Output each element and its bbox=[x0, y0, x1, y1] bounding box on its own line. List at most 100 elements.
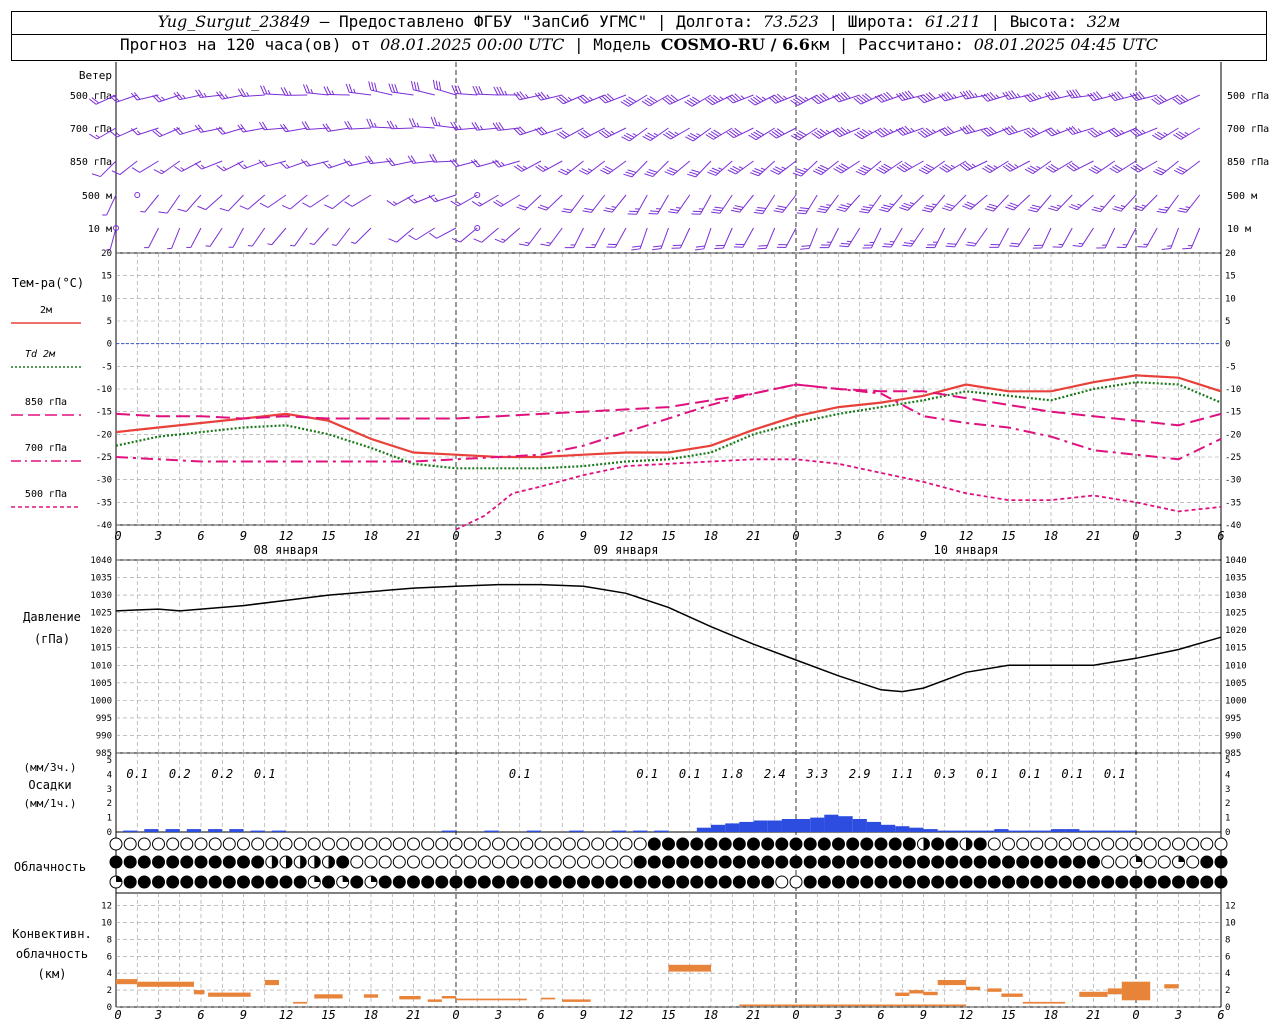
wind-barb-2-33 bbox=[792, 160, 818, 177]
temp-axis-hour-19: 9 bbox=[920, 529, 927, 543]
conv-segment-15 bbox=[739, 1004, 966, 1007]
wind-barb-0-23 bbox=[577, 94, 605, 104]
wind-barb-3-7 bbox=[239, 194, 266, 210]
cloud-symbol-0-11 bbox=[265, 837, 279, 851]
wind-barb-1-48 bbox=[1108, 127, 1137, 138]
wind-barb-2-3 bbox=[153, 160, 181, 175]
precip-bar-39 bbox=[1036, 830, 1051, 832]
wind-barb-3-45 bbox=[1048, 194, 1073, 212]
cloud-symbol-1-3 bbox=[152, 855, 165, 869]
cloud-symbol-2-54 bbox=[874, 875, 888, 889]
wind-barb-2-39 bbox=[918, 160, 946, 175]
conv-segment-28 bbox=[1164, 984, 1179, 989]
cloud-symbol-2-33 bbox=[577, 875, 590, 889]
conv-segment-25 bbox=[1107, 988, 1122, 995]
wind-barb-0-47 bbox=[1087, 91, 1115, 102]
conv-axis-hour-18: 6 bbox=[877, 1008, 884, 1022]
temp-axis-hour-24: 0 bbox=[1132, 529, 1139, 543]
wind-barb-4-22 bbox=[564, 227, 584, 249]
cloud-symbol-1-76 bbox=[1186, 855, 1200, 869]
cloud-symbol-0-37 bbox=[633, 837, 647, 851]
wind-barb-0-15 bbox=[410, 80, 435, 96]
pressure-ytick-right-3: 1025 bbox=[1225, 609, 1247, 619]
cloud-symbol-2-34 bbox=[591, 875, 605, 889]
wind-barb-4-24 bbox=[606, 227, 627, 248]
wind-barb-0-0 bbox=[88, 94, 117, 105]
cloud-fill-2-16 bbox=[342, 876, 349, 882]
conv-axis-hour-13: 15 bbox=[661, 1008, 675, 1022]
precip-bar-14 bbox=[654, 830, 669, 832]
wind-barb-0-39 bbox=[917, 92, 945, 104]
precip-3h-label-10: 2.9 bbox=[849, 767, 871, 781]
pressure-ytick-left-1: 1035 bbox=[90, 574, 112, 584]
temp-axis-hour-6: 18 bbox=[364, 529, 378, 543]
wind-barb-4-29 bbox=[714, 227, 733, 250]
conv-segment-12 bbox=[541, 997, 556, 1000]
wind-barb-2-40 bbox=[939, 160, 967, 173]
wind-barb-0-19 bbox=[493, 86, 520, 96]
cloud-symbol-2-4 bbox=[166, 875, 180, 889]
cloud-symbol-0-26 bbox=[477, 837, 491, 851]
cloud-symbol-1-38 bbox=[647, 855, 661, 869]
precip-bar-19 bbox=[753, 820, 768, 832]
cloud-fill-2-18 bbox=[371, 876, 377, 882]
wind-barb-3-4 bbox=[177, 194, 202, 212]
cloud-symbol-2-76 bbox=[1186, 875, 1200, 889]
conv-segment-20 bbox=[966, 986, 981, 991]
cloud-symbol-1-2 bbox=[137, 855, 151, 869]
cloud-symbol-1-43 bbox=[718, 855, 732, 869]
temp-axis-hour-8: 0 bbox=[452, 529, 459, 543]
precip-3h-label-3: 0.1 bbox=[254, 767, 276, 781]
precip-unit-top: (мм/3ч.) bbox=[24, 761, 77, 774]
cloud-symbol-1-56 bbox=[902, 855, 916, 869]
wind-barb-4-5 bbox=[205, 227, 223, 247]
cloud-fill-0-57 bbox=[923, 838, 930, 850]
wind-barb-1-46 bbox=[1065, 125, 1094, 135]
cloud-symbol-1-39 bbox=[662, 855, 675, 869]
calc-time: 08.01.2025 04:45 UTC bbox=[973, 35, 1158, 54]
wind-barb-3-6 bbox=[219, 194, 244, 212]
precip-3h-label-1: 0.2 bbox=[169, 767, 191, 781]
wind-barb-4-27 bbox=[671, 227, 691, 249]
wind-barb-1-51 bbox=[1173, 127, 1201, 140]
wind-level-right-3: 500 м bbox=[1227, 191, 1257, 202]
wind-barb-0-26 bbox=[641, 94, 669, 107]
forecast-prefix: Прогноз на 120 часа(ов) от bbox=[120, 35, 371, 54]
cloud-symbol-2-66 bbox=[1044, 875, 1058, 889]
wind-barb-2-49 bbox=[1130, 160, 1158, 173]
cloud-symbol-1-71 bbox=[1115, 855, 1129, 869]
wind-barb-4-7 bbox=[247, 227, 266, 247]
conv-segment-1 bbox=[137, 981, 194, 987]
wind-barb-4-18 bbox=[473, 227, 499, 243]
cloud-symbol-0-65 bbox=[1030, 837, 1044, 851]
cloud-symbol-2-48 bbox=[789, 875, 803, 889]
wind-barb-0-45 bbox=[1044, 90, 1073, 101]
wind-barb-3-40 bbox=[941, 194, 967, 212]
wind-barb-1-44 bbox=[1023, 127, 1052, 138]
pressure-ytick-right-6: 1010 bbox=[1225, 661, 1247, 671]
wind-barb-2-8 bbox=[258, 159, 287, 168]
wind-barb-0-12 bbox=[345, 83, 372, 96]
wind-barb-4-9 bbox=[290, 227, 308, 247]
wind-barb-0-41 bbox=[959, 89, 988, 100]
wind-level-left-0: 500 гПа bbox=[70, 91, 112, 102]
wind-level-left-4: 10 м bbox=[88, 224, 112, 235]
wind-barb-4-0 bbox=[105, 227, 117, 251]
wind-barb-2-12 bbox=[343, 158, 372, 167]
pressure-ytick-left-7: 1005 bbox=[90, 679, 112, 689]
wind-barb-4-44 bbox=[1032, 227, 1052, 249]
wind-barb-2-24 bbox=[600, 160, 627, 175]
cloud-symbol-2-69 bbox=[1087, 875, 1100, 889]
cloud-symbol-2-62 bbox=[987, 875, 1001, 889]
cloud-symbol-1-50 bbox=[817, 855, 831, 869]
cloud-symbol-2-58 bbox=[931, 875, 945, 889]
cloud-symbol-2-31 bbox=[548, 875, 562, 889]
wind-barb-1-8 bbox=[259, 121, 287, 131]
cloud-symbol-0-23 bbox=[435, 837, 449, 851]
cloud-symbol-1-51 bbox=[832, 855, 845, 869]
conv-segment-7 bbox=[363, 994, 379, 998]
cloud-symbol-0-9 bbox=[237, 837, 250, 851]
cloud-symbol-0-3 bbox=[152, 837, 165, 851]
conv-axis-hour-1: 3 bbox=[154, 1008, 162, 1022]
cloud-symbol-1-8 bbox=[222, 855, 236, 869]
